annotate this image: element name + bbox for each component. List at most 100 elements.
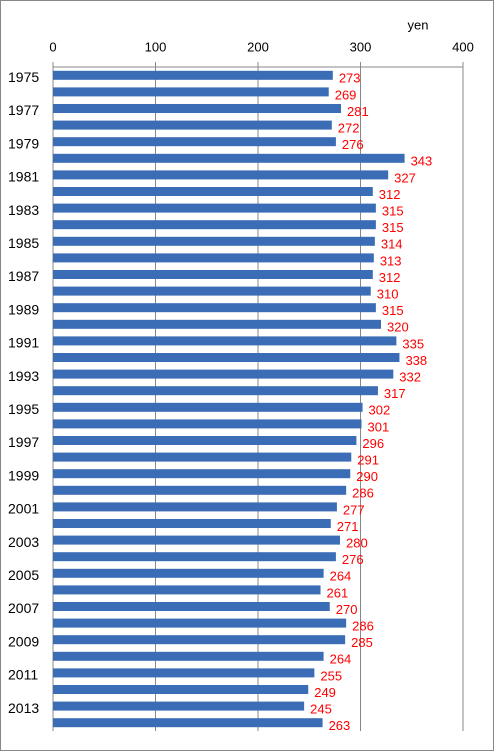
y-tick-label: 1981 (8, 169, 39, 185)
y-tick-label: 1989 (8, 301, 39, 317)
x-tick-label: 400 (452, 39, 474, 54)
bar (53, 303, 376, 313)
y-tick-label: 1975 (8, 69, 39, 85)
bar (53, 602, 330, 611)
y-tick-label: 2001 (8, 501, 39, 517)
value-label: 269 (335, 87, 357, 102)
value-label: 281 (347, 104, 369, 119)
value-label: 270 (336, 602, 358, 617)
y-tick-label: 2013 (8, 700, 39, 716)
y-tick-label: 1987 (8, 268, 39, 284)
y-tick-label: 1991 (8, 335, 39, 351)
y-tick-label: 1983 (8, 202, 39, 218)
value-label: 343 (411, 154, 433, 169)
bar (53, 153, 405, 163)
bar (53, 70, 333, 80)
y-tick-label: 2003 (8, 534, 39, 550)
bar (53, 187, 373, 196)
y-tick-label: 1977 (8, 102, 39, 118)
y-tick-label: 1979 (8, 135, 39, 151)
value-label: 291 (357, 453, 379, 468)
bar (53, 419, 362, 429)
y-tick-label: 2011 (8, 667, 38, 683)
value-label: 315 (382, 204, 404, 219)
bar (53, 319, 381, 329)
value-label: 312 (379, 187, 401, 202)
bar (53, 469, 351, 479)
bar (53, 718, 323, 728)
y-tick-label: 1985 (8, 235, 39, 251)
bar (53, 353, 400, 362)
y-tick-label: 2007 (8, 600, 39, 616)
value-label: 273 (339, 71, 361, 86)
bar (53, 535, 340, 545)
bar (53, 618, 347, 628)
value-label: 315 (382, 303, 404, 318)
value-label: 314 (381, 237, 403, 252)
value-label: 286 (352, 486, 374, 501)
bar (53, 485, 347, 495)
value-label: 255 (320, 668, 342, 683)
x-axis-label: yen (408, 17, 429, 32)
bar (53, 701, 305, 711)
value-label: 320 (387, 320, 409, 335)
bar (53, 120, 332, 130)
value-label: 277 (343, 502, 365, 517)
y-tick-label: 1997 (8, 434, 39, 450)
bar (53, 87, 329, 97)
value-label: 332 (399, 370, 421, 385)
bar (53, 519, 331, 528)
y-tick-label: 2005 (8, 567, 39, 583)
bar (53, 220, 376, 230)
value-label: 276 (342, 552, 364, 567)
value-label: 290 (356, 469, 378, 484)
y-tick-label: 1995 (8, 401, 39, 417)
bar (53, 386, 378, 396)
bar (53, 203, 376, 213)
y-tick-label: 1993 (8, 368, 39, 384)
bar (53, 552, 336, 562)
value-label: 272 (338, 121, 360, 136)
value-label: 249 (314, 685, 336, 700)
value-label: 312 (379, 270, 401, 285)
value-label: 280 (346, 536, 368, 551)
value-label: 310 (377, 287, 399, 302)
bar (53, 651, 324, 661)
x-tick-label: 200 (247, 39, 269, 54)
value-label: 296 (362, 436, 384, 451)
value-label: 301 (368, 419, 390, 434)
bar (53, 568, 324, 578)
bar (53, 436, 357, 445)
bar (53, 236, 375, 246)
y-tick-label: 1999 (8, 467, 39, 483)
value-label: 317 (384, 386, 406, 401)
value-label: 245 (310, 702, 332, 717)
value-label: 338 (405, 353, 427, 368)
bar (53, 336, 397, 346)
value-label: 302 (369, 403, 391, 418)
bar (53, 452, 352, 462)
bar (53, 137, 336, 147)
value-label: 335 (402, 336, 424, 351)
bar (53, 502, 337, 512)
bar (53, 369, 394, 379)
x-tick-label: 0 (49, 39, 56, 54)
y-tick-label: 2009 (8, 633, 39, 649)
bar (53, 104, 342, 113)
x-tick-label: 300 (350, 39, 372, 54)
bar (53, 668, 315, 678)
value-label: 271 (337, 519, 359, 534)
value-label: 327 (394, 170, 416, 185)
bar (53, 270, 373, 279)
bar (53, 170, 389, 180)
bar (53, 402, 363, 412)
bar (53, 635, 346, 645)
value-label: 276 (342, 137, 364, 152)
value-label: 315 (382, 220, 404, 235)
value-label: 263 (329, 718, 351, 733)
value-label: 264 (330, 569, 352, 584)
bar (53, 286, 371, 296)
bar (53, 585, 321, 595)
